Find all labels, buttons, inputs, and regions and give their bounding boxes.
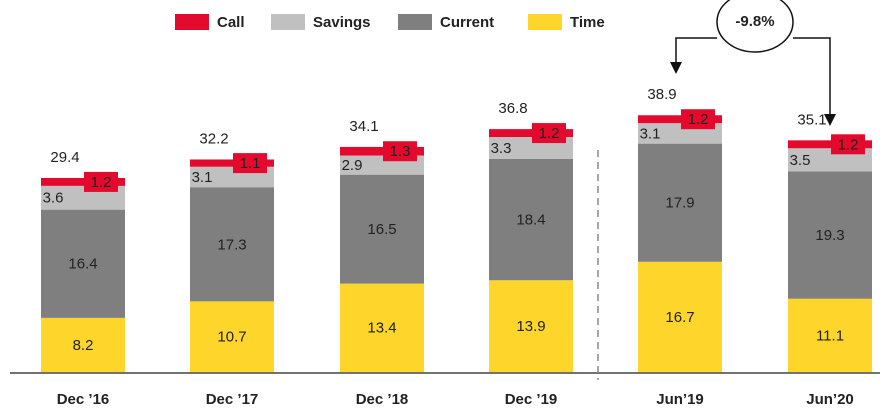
x-tick-label: Dec ’18 <box>356 391 409 408</box>
bar-segment <box>41 177 125 186</box>
bar-segment <box>788 140 872 149</box>
bar-segment <box>638 261 722 372</box>
value-label: 19.3 <box>815 227 844 244</box>
bar-segment <box>190 301 274 372</box>
value-label: 17.3 <box>217 236 246 253</box>
value-label: 1.2 <box>539 125 560 142</box>
value-label: 2.9 <box>342 157 363 174</box>
value-label: 16.4 <box>68 256 97 273</box>
x-tick-label: Dec ’19 <box>505 391 558 408</box>
x-tick-label: Jun’20 <box>806 391 854 408</box>
annotation: -9.8% <box>735 13 774 30</box>
legend-label: Current <box>440 14 494 31</box>
legend-swatch <box>528 14 562 30</box>
total-label: 29.4 <box>50 149 79 166</box>
value-label: 17.9 <box>665 195 694 212</box>
value-label: 13.9 <box>516 318 545 335</box>
total-label: 38.9 <box>647 86 676 103</box>
x-tick-label: Jun’19 <box>656 391 704 408</box>
value-label: 1.2 <box>838 136 859 153</box>
call-label-box <box>233 153 267 174</box>
bar-segment <box>340 146 424 156</box>
bar-segment <box>788 298 872 372</box>
bar-segment <box>489 158 573 281</box>
total-label: 34.1 <box>349 118 378 135</box>
annotation-circle <box>716 0 794 53</box>
bar-segment <box>340 283 424 372</box>
call-label-box <box>532 123 566 144</box>
value-label: 3.3 <box>491 140 512 157</box>
value-label: 1.1 <box>240 155 261 172</box>
total-label: 32.2 <box>199 130 228 147</box>
call-label-box <box>681 109 715 130</box>
value-label: 1.2 <box>91 174 112 191</box>
value-label: 8.2 <box>73 337 94 354</box>
arrow <box>793 37 831 118</box>
total-label: 35.1 <box>797 111 826 128</box>
bar-segment <box>788 171 872 299</box>
bar-segment <box>41 317 125 372</box>
call-label-box <box>831 134 865 155</box>
value-label: 3.1 <box>192 169 213 186</box>
value-label: 11.1 <box>816 327 844 344</box>
x-tick-label: Dec ’17 <box>206 391 259 408</box>
value-label: 3.1 <box>640 125 661 142</box>
bar-segment <box>41 209 125 318</box>
call-label-box <box>84 171 118 192</box>
legend-swatch <box>271 14 305 30</box>
arrow-head <box>670 62 682 74</box>
value-label: 1.2 <box>688 111 709 128</box>
bar-segment <box>638 143 722 262</box>
value-label: 13.4 <box>367 320 396 337</box>
value-label: 3.6 <box>43 190 64 207</box>
x-tick-label: Dec ’16 <box>57 391 110 408</box>
value-label: 10.7 <box>217 329 246 346</box>
value-label: 1.3 <box>390 143 411 160</box>
legend-label: Savings <box>313 14 371 31</box>
legend-label: Call <box>217 14 245 31</box>
arrow-head <box>824 114 836 126</box>
bar-segment <box>190 187 274 302</box>
value-label: 18.4 <box>516 212 545 229</box>
bar-segment <box>489 280 573 372</box>
arrow <box>675 37 717 66</box>
value-label: 3.5 <box>790 152 811 169</box>
legend-swatch <box>175 14 209 30</box>
total-label: 36.8 <box>498 100 527 117</box>
value-label: 16.7 <box>665 309 694 326</box>
legend-swatch <box>398 14 432 30</box>
value-label: 16.5 <box>367 221 396 238</box>
call-label-box <box>383 141 417 162</box>
bar-segment <box>638 115 722 124</box>
bar-segment <box>190 159 274 167</box>
legend-label: Time <box>570 14 605 31</box>
bar-segment <box>489 129 573 138</box>
bar-segment <box>340 174 424 284</box>
